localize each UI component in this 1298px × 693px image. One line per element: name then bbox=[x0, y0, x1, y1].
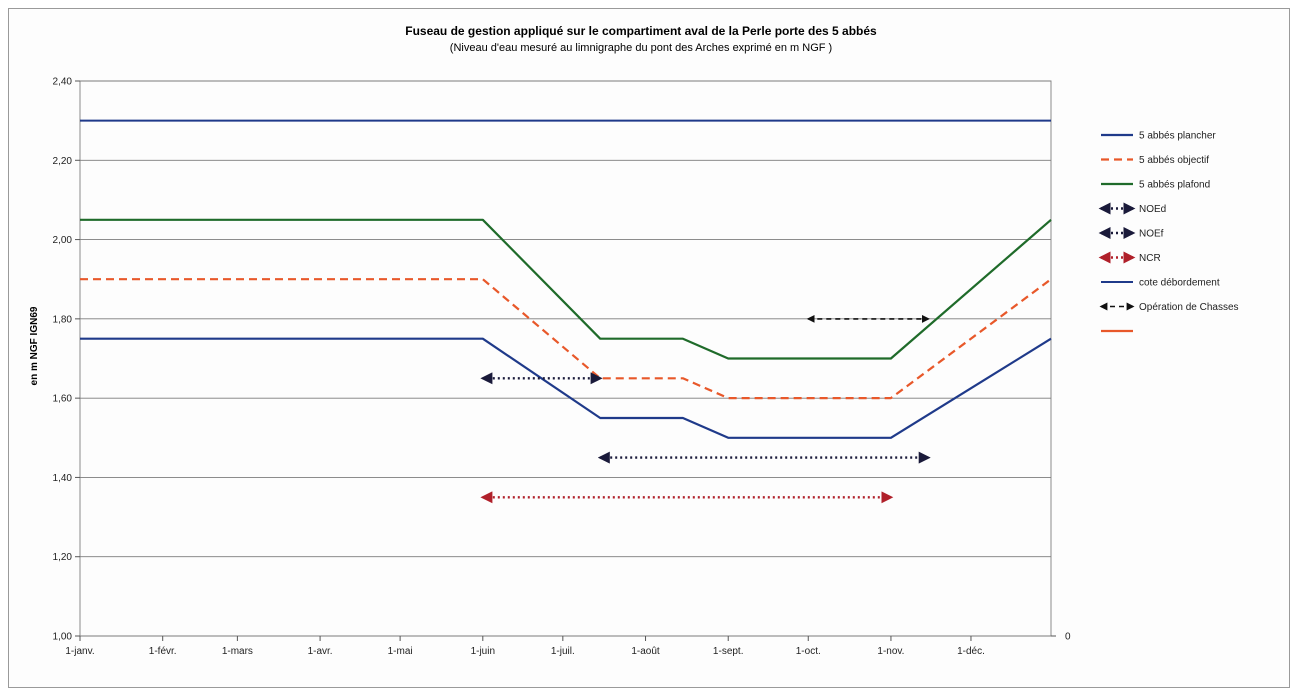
x-tick-label: 1-déc. bbox=[957, 646, 985, 657]
y-axis-label: en m NGF IGN69 bbox=[29, 306, 40, 385]
legend: 5 abbés plancher 5 abbés objectif 5 abbés … bbox=[1098, 131, 1239, 333]
x-tick-label: 1-août bbox=[631, 646, 660, 657]
legend-label: 5 abbés objectif bbox=[1139, 155, 1209, 166]
chart-frame: Fuseau de gestion appliqué sur le compar… bbox=[8, 8, 1290, 688]
chart-subtitle: (Niveau d'eau mesuré au limnigraphe du p… bbox=[450, 42, 832, 54]
y-tick-label: 1,80 bbox=[53, 314, 73, 325]
legend-label: 5 abbés plancher bbox=[1139, 131, 1216, 142]
series-line-5-abb-s-plafond bbox=[80, 218, 1052, 360]
x-tick-label: 1-juil. bbox=[551, 646, 575, 657]
legend-label: NOEd bbox=[1139, 204, 1166, 215]
x-tick-label: 1-nov. bbox=[877, 646, 904, 657]
y-tick-label: 1,00 bbox=[53, 632, 73, 643]
x-tick-label: 1-févr. bbox=[149, 646, 177, 657]
y-tick-label: 1,60 bbox=[53, 394, 73, 405]
legend-label: cote débordement bbox=[1139, 278, 1220, 289]
y-tick-label: 2,00 bbox=[53, 235, 73, 246]
plot-area bbox=[80, 119, 1052, 504]
series-line-5-abb-s-plancher bbox=[80, 337, 1052, 439]
chart-title: Fuseau de gestion appliqué sur le compar… bbox=[405, 24, 877, 38]
x-tick-label: 1-janv. bbox=[65, 646, 94, 657]
x-tick-label: 1-oct. bbox=[796, 646, 821, 657]
y-tick-label: 1,20 bbox=[53, 552, 73, 563]
legend-label: Opération de Chasses bbox=[1139, 302, 1239, 313]
x-tick-label: 1-sept. bbox=[713, 646, 744, 657]
plot-border bbox=[79, 80, 1052, 637]
gridlines bbox=[79, 80, 1052, 637]
legend-label: NCR bbox=[1139, 253, 1161, 264]
x-tick-label: 1-mars bbox=[222, 646, 253, 657]
chart-svg: Fuseau de gestion appliqué sur le compar… bbox=[29, 24, 1239, 658]
y-tick-label: 1,40 bbox=[53, 473, 73, 484]
y2-tick-label: 0 bbox=[1065, 632, 1071, 643]
series-line-5-abb-s-objectif bbox=[80, 278, 1052, 400]
x-tick-label: 1-juin bbox=[471, 646, 495, 657]
axes: 1,00 1,20 1,40 1,60 1,80 2,00 2,20 2,40 0 1-janv.… bbox=[53, 77, 1071, 658]
y-tick-label: 2,20 bbox=[53, 156, 73, 167]
y-tick-label: 2,40 bbox=[53, 77, 73, 88]
x-tick-label: 1-mai bbox=[388, 646, 413, 657]
legend-label: 5 abbés plafond bbox=[1139, 180, 1210, 191]
x-tick-label: 1-avr. bbox=[308, 646, 333, 657]
legend-label: NOEf bbox=[1139, 229, 1164, 240]
